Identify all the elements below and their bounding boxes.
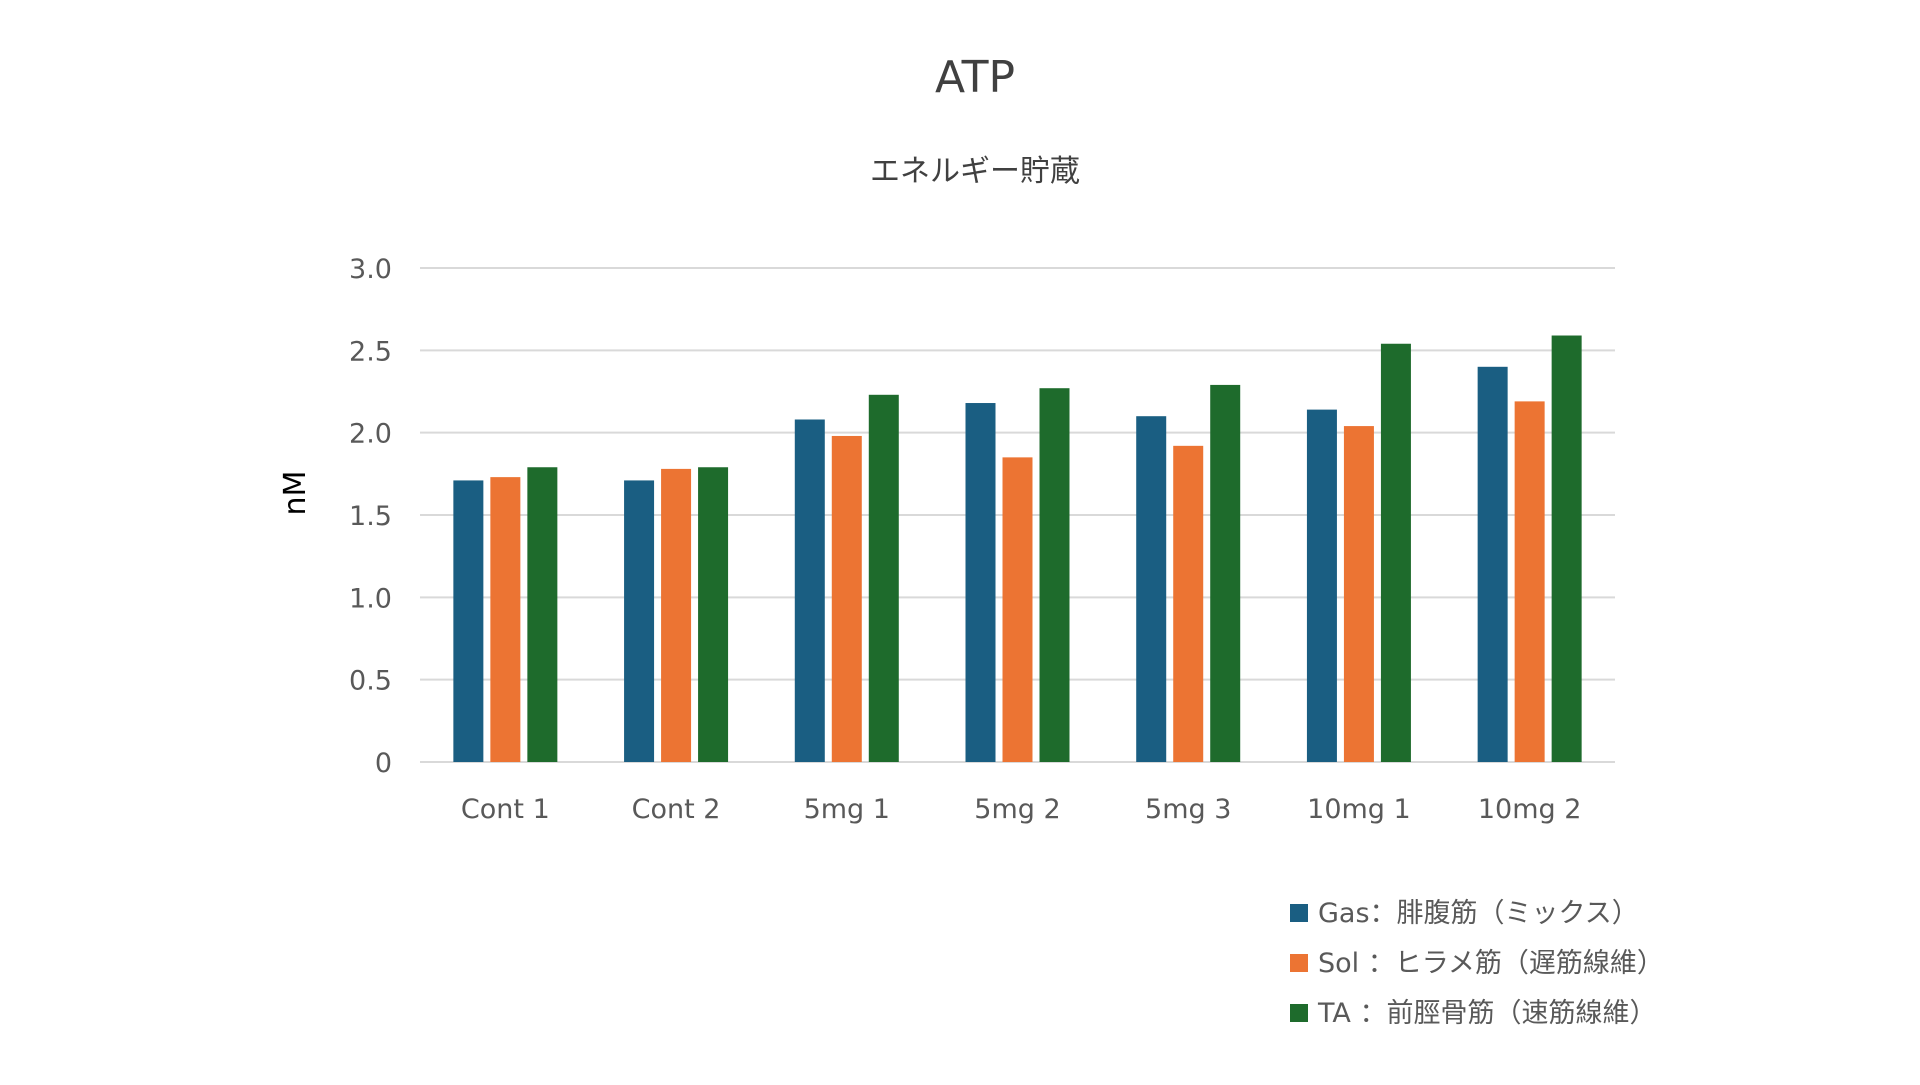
x-tick-label: 5mg 2 — [974, 794, 1060, 825]
y-tick-label: 0 — [375, 748, 392, 779]
legend-swatch — [1290, 1004, 1308, 1022]
bar — [794, 419, 825, 762]
y-tick-label: 0.5 — [349, 666, 392, 697]
x-axis-ticks: Cont 1 Cont 2 5mg 1 5mg 2 5mg 3 10mg 1 10mg 2 — [461, 794, 1581, 825]
bar — [1039, 388, 1070, 762]
chart-subtitle: エネルギー貯蔵 — [870, 154, 1080, 189]
bar — [831, 435, 862, 762]
legend-label: TA ：前脛骨筋（速筋線維） — [1317, 998, 1656, 1029]
bars — [453, 335, 1582, 762]
bar — [1306, 409, 1337, 762]
y-tick-label: 2.0 — [349, 419, 392, 450]
bar — [868, 394, 899, 762]
x-tick-label: 10mg 2 — [1478, 794, 1582, 825]
legend-swatch — [1290, 954, 1308, 972]
x-tick-label: 10mg 1 — [1307, 794, 1411, 825]
chart-title: ATP — [935, 52, 1015, 103]
y-tick-label: 3.0 — [349, 254, 392, 285]
bar — [527, 467, 558, 762]
y-tick-label: 1.5 — [349, 501, 392, 532]
bar — [698, 467, 729, 762]
bar — [453, 480, 484, 762]
bar — [1380, 343, 1411, 762]
bar — [624, 480, 655, 762]
bar — [1173, 445, 1204, 762]
bar — [1477, 366, 1508, 762]
y-tick-label: 1.0 — [349, 583, 392, 614]
bar — [965, 403, 996, 762]
x-tick-label: 5mg 1 — [804, 794, 890, 825]
bar — [1136, 416, 1167, 762]
x-tick-label: Cont 1 — [461, 794, 550, 825]
y-axis-ticks: 0 0.5 1.0 1.5 2.0 2.5 3.0 — [349, 254, 392, 779]
bar — [490, 477, 521, 762]
legend-swatch — [1290, 904, 1308, 922]
bar — [1551, 335, 1582, 762]
x-tick-label: 5mg 3 — [1145, 794, 1231, 825]
y-axis-label: nM — [278, 471, 313, 516]
bar — [1210, 384, 1241, 762]
bar — [1343, 426, 1374, 762]
legend-label: Sol ：ヒラメ筋（遅筋線維） — [1318, 948, 1664, 979]
bar — [661, 468, 692, 762]
bar — [1514, 401, 1545, 762]
x-tick-label: Cont 2 — [632, 794, 721, 825]
legend: Gas：腓腹筋（ミックス） Sol ：ヒラメ筋（遅筋線維） TA ：前脛骨筋（速筋線… — [1290, 898, 1664, 1029]
bar — [1002, 457, 1033, 762]
legend-label: Gas：腓腹筋（ミックス） — [1318, 898, 1639, 929]
y-tick-label: 2.5 — [349, 336, 392, 367]
